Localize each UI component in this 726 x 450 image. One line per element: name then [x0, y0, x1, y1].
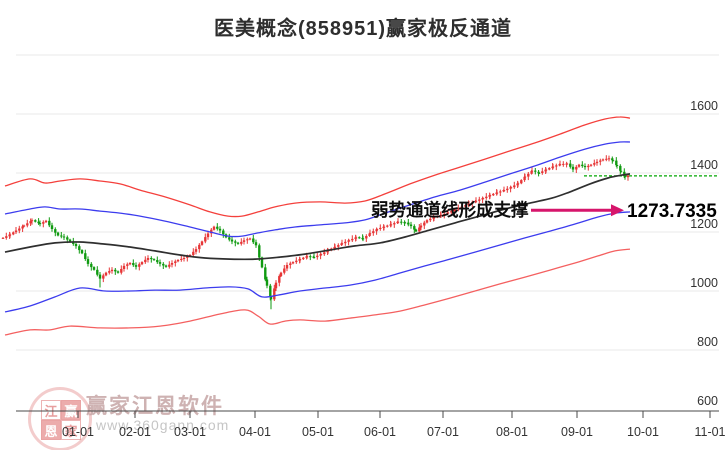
- x-tick-label: 08-01: [496, 425, 528, 439]
- channel-line-upper-inner: [4, 141, 631, 238]
- y-tick-label: 800: [697, 335, 718, 349]
- watermark-brand: 赢家江恩软件: [86, 395, 224, 418]
- x-tick-label: 07-01: [427, 425, 459, 439]
- annotation-text: 弱势通道线形成支撑: [371, 200, 529, 220]
- x-tick-label: 11-01: [694, 425, 725, 439]
- support-arrow-head: [611, 204, 624, 217]
- x-tick-label: 10-01: [627, 425, 659, 439]
- support-annotation: 弱势通道线形成支撑 1273.7335: [371, 200, 717, 222]
- annotation-value-label: 1273.7335: [627, 201, 717, 222]
- gridlines: [16, 54, 719, 351]
- x-tick-label: 03-01: [174, 425, 206, 439]
- x-tick-label: 09-01: [561, 425, 593, 439]
- x-axis: 01-01 02-01 03-01 04-01 05-01 06-01 07-01 08-01…: [16, 410, 726, 439]
- x-tick-label: 02-01: [119, 425, 151, 439]
- logo-char: 恩: [41, 420, 61, 440]
- watermark-url: www.360gann.com: [96, 417, 230, 433]
- x-tick-label: 06-01: [364, 425, 396, 439]
- y-tick-label: 600: [697, 394, 718, 408]
- winner-gann-logo-circle: [28, 387, 92, 450]
- channel-line-middle: [4, 173, 631, 261]
- y-axis-labels: 1600 1400 1200 1000 800 600: [690, 99, 718, 408]
- y-tick-label: 1600: [690, 99, 718, 113]
- x-tick-label: 05-01: [302, 425, 334, 439]
- chart-title: 医美概念(858951)赢家极反通道: [213, 18, 513, 40]
- y-tick-label: 1200: [690, 217, 718, 231]
- logo-char: 家: [61, 420, 81, 440]
- candles: [1, 155, 630, 310]
- y-tick-label: 1000: [690, 276, 718, 290]
- channel-line-upper-outer: [4, 116, 631, 218]
- channel-line-lower-outer: [4, 248, 631, 336]
- x-tick-label: 04-01: [239, 425, 271, 439]
- channel-line-lower-inner: [4, 211, 631, 313]
- x-tick-label: 01-01: [62, 425, 94, 439]
- y-tick-label: 1400: [690, 158, 718, 172]
